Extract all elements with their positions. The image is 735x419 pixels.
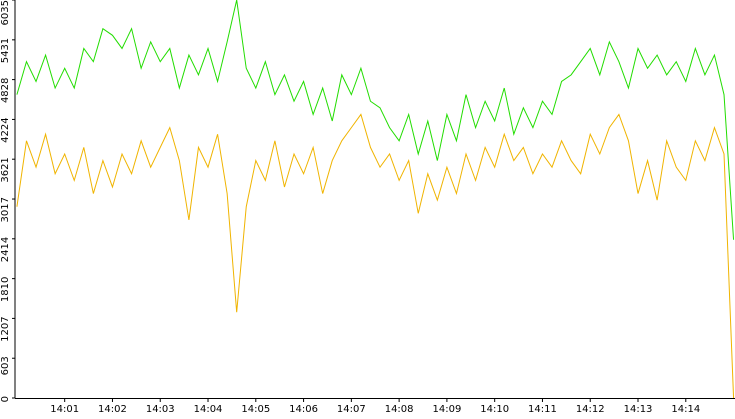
x-tick-label: 14:11 — [528, 404, 557, 415]
x-tick-label: 14:06 — [289, 404, 318, 415]
series-line — [16, 0, 735, 240]
y-tick-label: 3621 — [0, 157, 11, 182]
x-tick-label: 14:08 — [385, 404, 414, 415]
x-tick-label: 14:03 — [146, 404, 175, 415]
y-tick-label: 5431 — [0, 38, 11, 63]
x-tick-label: 14:05 — [241, 404, 270, 415]
y-tick-label: 2414 — [0, 237, 11, 262]
x-tick-label: 14:14 — [671, 404, 700, 415]
x-tick-label: 14:12 — [576, 404, 605, 415]
x-tick-label: 14:09 — [432, 404, 461, 415]
series-line — [16, 113, 735, 399]
x-tick-label: 14:10 — [480, 404, 509, 415]
x-tick-label: 14:01 — [50, 404, 79, 415]
y-tick-label: 4224 — [0, 117, 11, 142]
y-tick-label: 3017 — [0, 197, 11, 222]
y-tick-label: 6035 — [0, 0, 11, 25]
y-tick-label: 1810 — [0, 277, 11, 302]
x-tick-label: 14:13 — [624, 404, 653, 415]
y-tick-label: 1207 — [0, 316, 11, 341]
y-tick-label: 0 — [0, 396, 11, 402]
y-tick-label: 603 — [0, 356, 11, 375]
x-tick-label: 14:02 — [98, 404, 127, 415]
y-tick-label: 4828 — [0, 78, 11, 103]
x-tick-label: 14:04 — [194, 404, 223, 415]
x-tick-label: 14:07 — [337, 404, 366, 415]
